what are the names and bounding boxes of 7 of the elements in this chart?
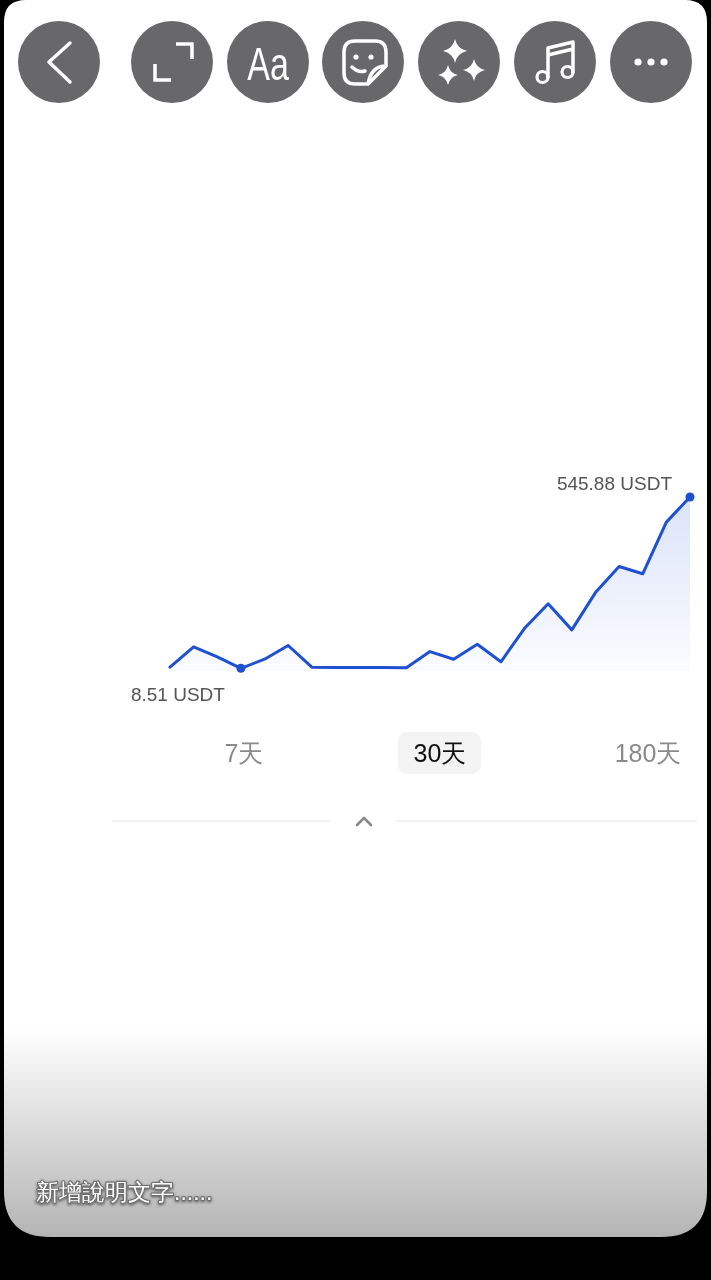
text: 新增說明文字...... — [36, 1179, 213, 1205]
data-label: 8.51 USDT — [130, 684, 226, 706]
data-label: 545.88 USDT — [556, 473, 673, 494]
text: 7天 — [224, 739, 264, 767]
text: Aa — [247, 37, 290, 91]
text: 30天 — [413, 739, 467, 767]
text: 180天 — [614, 739, 682, 767]
